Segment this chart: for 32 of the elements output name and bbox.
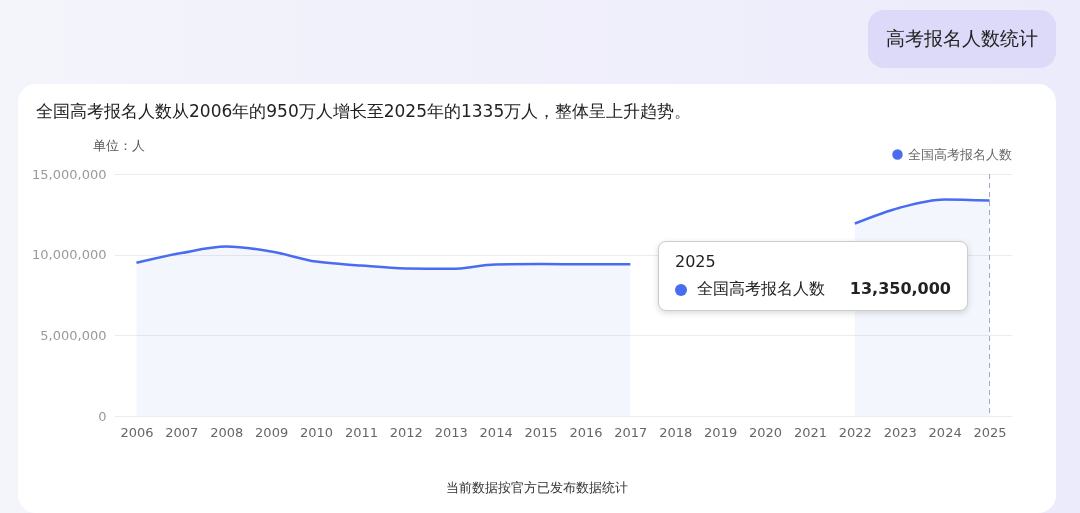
annotation: 13,350,000 [849, 279, 951, 298]
x-tick-label: 2022 [838, 424, 872, 440]
x-tick-label: 2018 [659, 424, 693, 440]
x-tick-label: 2008 [210, 424, 244, 440]
chart-subtitle: 全国高考报名人数从2006年的950万人增长至2025年的1335万人，整体呈上升趋势。 [36, 100, 692, 123]
y-tick-label: 15,000,000 [32, 166, 107, 182]
y-tick-label: 5,000,000 [40, 327, 107, 343]
x-tick-label: 2017 [614, 424, 648, 440]
x-tick-label: 2006 [120, 424, 154, 440]
x-tick-label: 2014 [479, 424, 513, 440]
x-tick-label: 2019 [704, 424, 738, 440]
x-tick-label: 2016 [569, 424, 603, 440]
x-tick-label: 2015 [524, 424, 558, 440]
x-tick-label: 2025 [973, 424, 1007, 440]
annotation: 2025 [675, 252, 716, 271]
x-tick-label: 2011 [344, 424, 378, 440]
y-tick-label: 0 [98, 408, 107, 424]
x-tick-label: 2007 [165, 424, 199, 440]
x-tick-label: 2013 [434, 424, 468, 440]
x-tick-label: 2012 [389, 424, 423, 440]
x-tick-label: 2020 [749, 424, 783, 440]
x-tick-label: 2021 [793, 424, 827, 440]
x-tick-label: 2010 [300, 424, 334, 440]
text: 当前数据按官方已发布数据统计 [445, 479, 629, 497]
x-tick-label: 2024 [928, 424, 962, 440]
annotation: 全国高考报名人数 [697, 279, 825, 300]
chart-title: 高考报名人数统计 [868, 10, 1056, 68]
y-tick-label: 10,000,000 [32, 247, 107, 263]
y-axis-title: 单位：人 [92, 137, 145, 153]
x-tick-label: 2023 [883, 424, 917, 440]
x-tick-label: 2009 [255, 424, 289, 440]
legend-label: 全国高考报名人数 [908, 146, 1012, 162]
